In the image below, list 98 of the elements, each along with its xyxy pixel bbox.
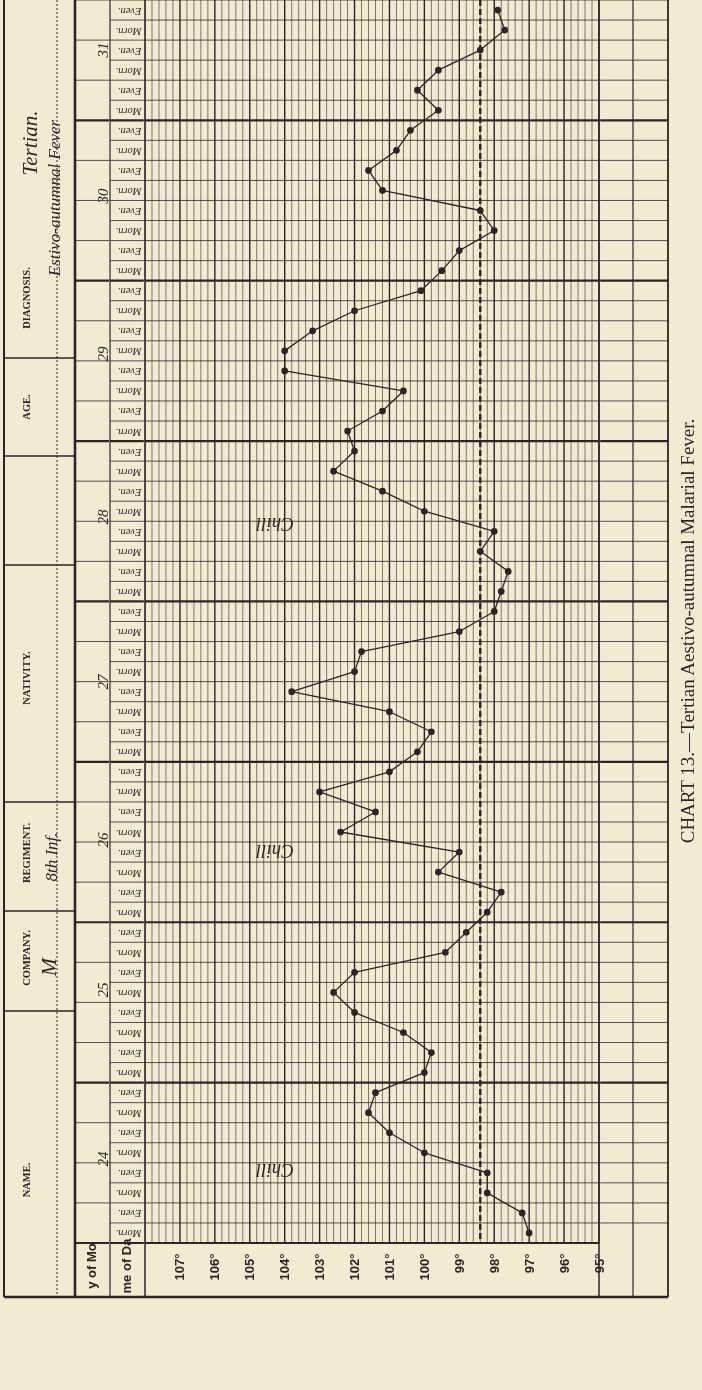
text: y of Mo xyxy=(84,1243,99,1289)
y-tick-label: Even. xyxy=(117,246,143,258)
y-tick-label: Even. xyxy=(117,85,143,97)
text: Tertian. xyxy=(18,110,42,176)
y-tick-label: Even. xyxy=(117,727,143,739)
y-tick-label: Morn. xyxy=(115,65,143,77)
y-tick-label: Even. xyxy=(117,847,143,859)
y-tick-label: Even. xyxy=(117,366,143,378)
y-tick-label: Morn. xyxy=(115,1068,143,1080)
x-tick-label: 95° xyxy=(591,1253,607,1274)
text: CHART 13.—Tertian Aestivo-autumnal Malarial Fever. xyxy=(677,418,698,844)
text: 28 xyxy=(95,509,111,525)
text: COMPANY. xyxy=(21,929,32,986)
y-tick-label: Morn. xyxy=(115,747,143,759)
annotation: Chill xyxy=(255,1160,295,1181)
text: Estivo-autumnal Fever xyxy=(45,119,64,278)
text: DIAGNOSIS. xyxy=(21,266,32,329)
y-tick-label: Even. xyxy=(117,486,143,498)
y-tick-label: Morn. xyxy=(115,787,143,799)
y-tick-label: Morn. xyxy=(115,586,143,598)
y-tick-label: Morn. xyxy=(115,827,143,839)
text: 29 xyxy=(95,346,111,362)
text: NATIVITY. xyxy=(21,650,32,705)
y-tick-label: Even. xyxy=(117,1088,143,1100)
x-tick-label: 98° xyxy=(486,1253,502,1274)
y-tick-label: Even. xyxy=(117,967,143,979)
y-tick-label: Even. xyxy=(117,887,143,899)
x-tick-label: 103° xyxy=(312,1253,328,1281)
y-tick-label: Morn. xyxy=(115,25,143,37)
x-tick-label: 104° xyxy=(277,1253,293,1281)
y-tick-label: Morn. xyxy=(115,145,143,157)
text: 27 xyxy=(95,673,111,690)
y-tick-label: Even. xyxy=(117,526,143,538)
x-tick-label: 102° xyxy=(347,1253,363,1281)
x-tick-label: 105° xyxy=(242,1253,258,1281)
y-tick-label: Even. xyxy=(117,446,143,458)
y-tick-label: Even. xyxy=(117,206,143,218)
x-tick-label: 101° xyxy=(381,1253,397,1281)
y-tick-label: Even. xyxy=(117,767,143,779)
text: 31 xyxy=(95,42,111,59)
y-tick-label: Morn. xyxy=(115,707,143,719)
x-tick-label: 99° xyxy=(451,1253,467,1274)
y-tick-label: Even. xyxy=(117,5,143,17)
y-tick-label: Even. xyxy=(117,807,143,819)
y-tick-label: Even. xyxy=(117,927,143,939)
x-tick-label: 100° xyxy=(416,1253,432,1281)
y-tick-label: Morn. xyxy=(115,506,143,518)
x-tick-label: 106° xyxy=(207,1253,223,1281)
y-tick-label: Even. xyxy=(117,406,143,418)
y-tick-label: Morn. xyxy=(115,1148,143,1160)
text: AGE. xyxy=(21,393,32,420)
y-tick-label: Morn. xyxy=(115,546,143,558)
text: 8th Inf. xyxy=(42,832,61,882)
text: 24 xyxy=(95,1151,111,1167)
annotation: Chill xyxy=(255,841,295,862)
x-tick-label: 97° xyxy=(521,1253,537,1274)
y-tick-label: Morn. xyxy=(115,987,143,999)
y-tick-label: Morn. xyxy=(115,907,143,919)
y-tick-label: Even. xyxy=(117,286,143,298)
text: M xyxy=(36,956,61,978)
y-tick-label: Even. xyxy=(117,647,143,659)
y-tick-label: Morn. xyxy=(115,1228,143,1240)
y-tick-label: Morn. xyxy=(115,1108,143,1120)
annotation: Chill xyxy=(255,514,295,535)
y-tick-label: Morn. xyxy=(115,346,143,358)
y-tick-label: Morn. xyxy=(115,627,143,639)
y-tick-label: Even. xyxy=(117,165,143,177)
y-tick-label: Even. xyxy=(117,1208,143,1220)
text: NAME. xyxy=(21,1162,32,1198)
text: 26 xyxy=(95,832,111,848)
y-tick-label: Morn. xyxy=(115,867,143,879)
x-tick-label: 96° xyxy=(556,1253,572,1274)
y-tick-label: Even. xyxy=(117,326,143,338)
y-tick-label: Morn. xyxy=(115,226,143,238)
text: 25 xyxy=(95,982,111,998)
y-tick-label: Morn. xyxy=(115,947,143,959)
y-tick-label: Even. xyxy=(117,1128,143,1140)
y-tick-label: Morn. xyxy=(115,185,143,197)
y-tick-label: Morn. xyxy=(115,667,143,679)
y-tick-label: Morn. xyxy=(115,466,143,478)
y-tick-label: Even. xyxy=(117,125,143,137)
y-tick-label: Morn. xyxy=(115,1027,143,1039)
y-tick-label: Morn. xyxy=(115,306,143,318)
y-tick-label: Morn. xyxy=(115,1188,143,1200)
y-tick-label: Even. xyxy=(117,687,143,699)
y-tick-label: Morn. xyxy=(115,105,143,117)
y-tick-label: Morn. xyxy=(115,266,143,278)
y-tick-label: Morn. xyxy=(115,386,143,398)
y-tick-label: Even. xyxy=(117,1007,143,1019)
y-tick-label: Morn. xyxy=(115,426,143,438)
y-tick-label: Even. xyxy=(117,566,143,578)
y-tick-label: Even. xyxy=(117,1168,143,1180)
y-tick-label: Even. xyxy=(117,606,143,618)
text: 30 xyxy=(95,188,111,205)
y-tick-label: Even. xyxy=(117,45,143,57)
x-tick-label: 107° xyxy=(172,1253,188,1281)
text: REGIMENT. xyxy=(21,822,32,884)
y-tick-label: Even. xyxy=(117,1048,143,1060)
